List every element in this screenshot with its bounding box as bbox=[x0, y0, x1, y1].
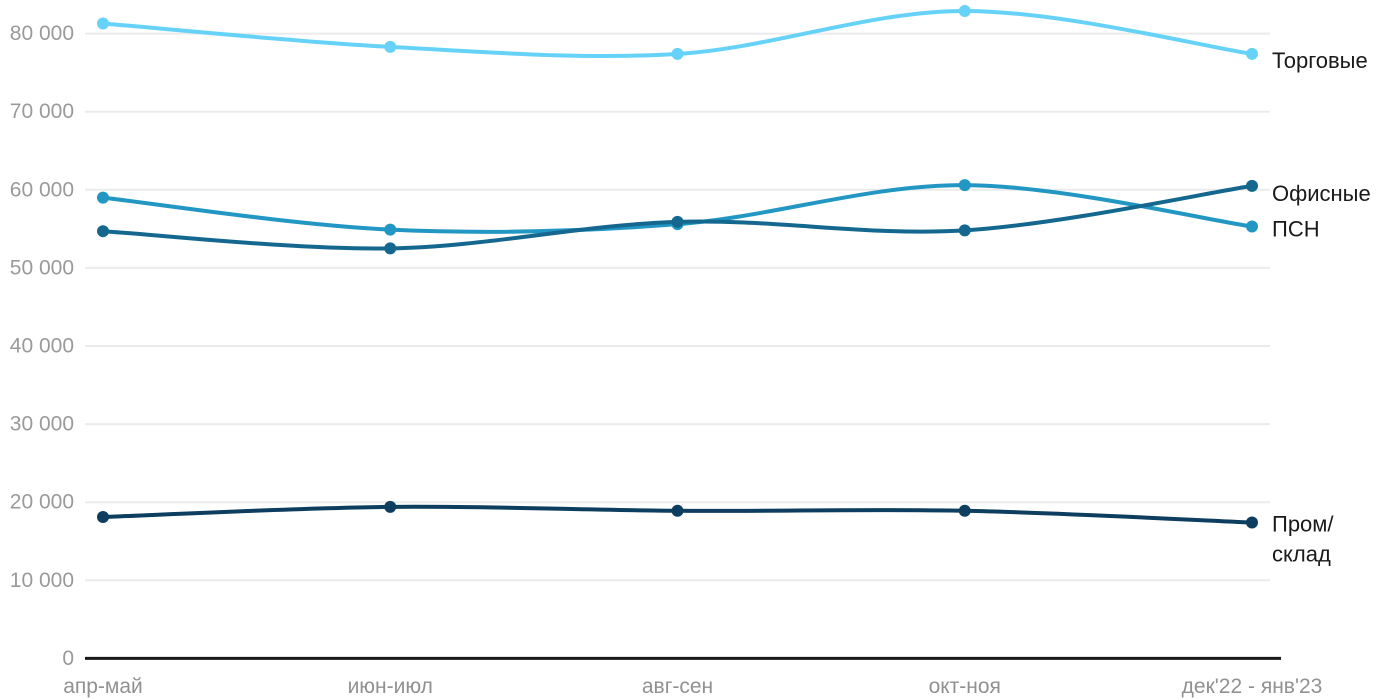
data-point bbox=[97, 17, 109, 30]
data-point bbox=[1246, 47, 1258, 60]
y-tick-label: 80 000 bbox=[10, 22, 74, 45]
y-tick-label: 10 000 bbox=[10, 569, 74, 592]
x-axis-labels: апр-май июн-июл авг-сен окт-ноя дек'22 - янв… bbox=[63, 675, 1322, 698]
x-axis-label: июн-июл bbox=[348, 675, 433, 698]
series-lines bbox=[101, 8, 1254, 525]
y-tick-label: 20 000 bbox=[10, 491, 74, 514]
data-point bbox=[1246, 220, 1258, 233]
data-point bbox=[97, 511, 109, 524]
x-axis-label: апр-май bbox=[63, 675, 143, 698]
data-point bbox=[958, 224, 971, 237]
y-tick-label: 70 000 bbox=[10, 100, 74, 123]
series-end-labels: Торговые ПСН Офисные Пром/склад bbox=[1272, 47, 1371, 566]
series-end-label: ПСН bbox=[1272, 216, 1320, 241]
gridlines bbox=[85, 32, 1270, 582]
series-end-label-line: Офисные bbox=[1272, 180, 1371, 205]
y-tick-label: 30 000 bbox=[10, 413, 74, 436]
series-end-label-line: Пром/ bbox=[1272, 511, 1334, 536]
series-end-label: Пром/склад bbox=[1272, 511, 1334, 566]
data-point bbox=[384, 40, 397, 53]
series-end-label-line: склад bbox=[1272, 541, 1331, 566]
data-point bbox=[384, 500, 397, 513]
y-tick-label: 60 000 bbox=[10, 178, 74, 201]
x-axis-label: окт-ноя bbox=[929, 675, 1001, 698]
series-end-label: Офисные bbox=[1272, 180, 1371, 205]
data-point bbox=[384, 223, 397, 236]
x-axis-label: авг-сен bbox=[642, 675, 713, 698]
data-point bbox=[958, 4, 971, 17]
data-point bbox=[958, 179, 971, 192]
series-end-label-line: ПСН bbox=[1272, 216, 1320, 241]
data-point bbox=[671, 504, 684, 517]
data-point bbox=[1246, 179, 1258, 192]
data-point bbox=[1246, 516, 1258, 529]
data-point bbox=[97, 225, 109, 238]
data-point bbox=[671, 215, 684, 228]
data-point bbox=[97, 191, 109, 204]
series-end-label-line: Торговые bbox=[1272, 47, 1368, 72]
series-points bbox=[97, 4, 1258, 529]
y-tick-label: 40 000 bbox=[10, 335, 74, 358]
x-axis-label: дек'22 - янв'23 bbox=[1182, 675, 1323, 698]
y-tick-label: 0 bbox=[62, 647, 74, 670]
y-tick-label: 50 000 bbox=[10, 256, 74, 279]
data-point bbox=[958, 504, 971, 517]
data-point bbox=[671, 47, 684, 60]
data-point bbox=[384, 242, 397, 255]
y-axis-labels: 0 10 000 20 000 30 000 40 000 50 000 60 000 70 … bbox=[10, 22, 74, 670]
series-end-label: Торговые bbox=[1272, 47, 1368, 72]
